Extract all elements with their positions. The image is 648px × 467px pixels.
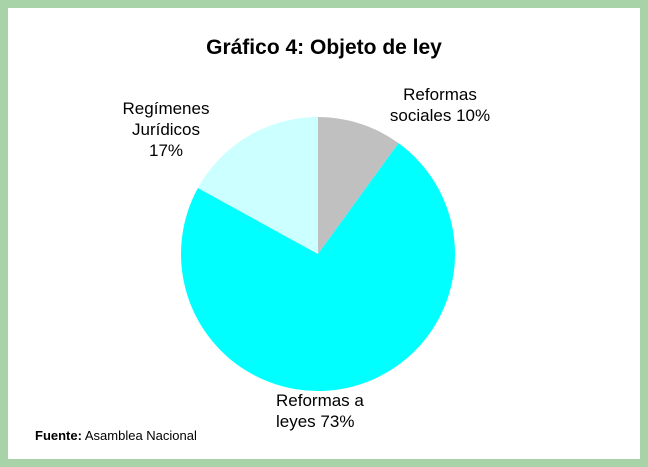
source-label: Fuente: [35,428,82,443]
pie-slice [180,143,455,391]
category-label: Reformas sociales [389,85,477,125]
slice-label: Reformas a leyes 73% [244,390,404,432]
slice-label: Regímenes Jurídicos 17% [116,98,216,161]
slice-label: Reformas sociales 10% [378,84,502,126]
source-text: Asamblea Nacional [84,428,197,443]
value-label: 73% [320,412,355,431]
category-label: Regímenes Jurídicos [122,99,210,139]
pie-area [180,117,455,391]
category-label: Reformas a leyes [276,391,364,431]
source: Fuente: Asamblea Nacional [35,428,197,443]
value-label: 17% [148,141,184,160]
value-label: 10% [456,106,491,125]
pie-slice [318,117,399,254]
pie-slice [197,117,318,254]
chart-title: Gráfico 4: Objeto de ley [206,36,442,59]
